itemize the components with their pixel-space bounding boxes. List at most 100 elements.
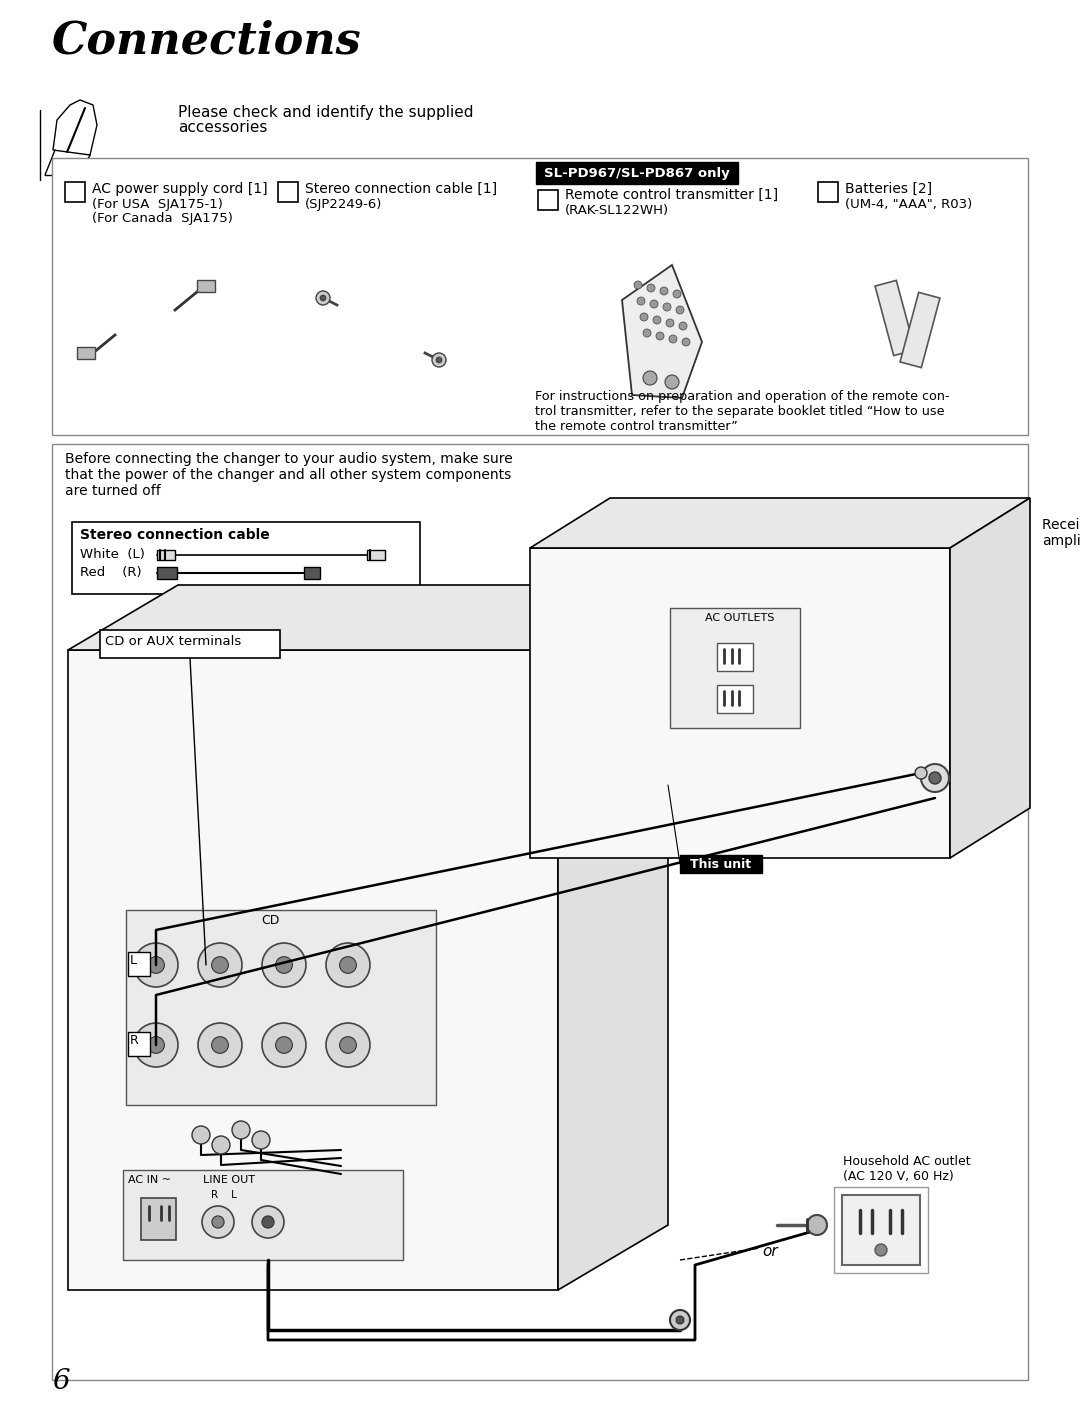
Bar [538, 190, 558, 210]
Text: Red    (R): Red (R) [80, 566, 141, 579]
Circle shape [198, 943, 242, 987]
Text: L: L [130, 955, 137, 967]
Bar [530, 548, 950, 857]
Text: AC OUTLETS: AC OUTLETS [705, 612, 774, 622]
Polygon shape [68, 584, 669, 650]
Circle shape [669, 335, 677, 344]
Circle shape [148, 1036, 164, 1053]
Text: or: or [762, 1245, 778, 1260]
Bar [129, 1032, 150, 1056]
Polygon shape [530, 498, 1030, 548]
Text: (For Canada  SJA175): (For Canada SJA175) [92, 213, 233, 225]
Circle shape [320, 296, 326, 301]
Text: CD: CD [261, 914, 280, 926]
Circle shape [212, 1036, 228, 1053]
Circle shape [212, 1217, 224, 1228]
Circle shape [929, 772, 941, 784]
Text: accessories: accessories [178, 120, 268, 135]
Bar [157, 551, 175, 560]
Circle shape [262, 1024, 306, 1067]
Circle shape [212, 956, 228, 973]
Circle shape [640, 313, 648, 321]
Text: R    L: R L [211, 1190, 237, 1200]
Circle shape [637, 297, 645, 306]
Text: White  (L): White (L) [80, 548, 145, 560]
Bar [367, 551, 384, 560]
Circle shape [673, 290, 681, 298]
Text: Receiver or
amplifier: Receiver or amplifier [1042, 518, 1080, 548]
Text: This unit: This unit [690, 857, 752, 870]
Polygon shape [900, 293, 940, 367]
Text: Remote control transmitter [1]: Remote control transmitter [1] [565, 189, 778, 201]
Text: Stereo connection cable [1]: Stereo connection cable [1] [305, 182, 497, 196]
Bar [68, 650, 558, 1290]
Text: SL-PD967/SL-PD867 only: SL-PD967/SL-PD867 only [544, 166, 730, 179]
Bar [670, 608, 800, 728]
Circle shape [681, 338, 690, 346]
Text: For instructions on preparation and operation of the remote con-
trol transmitte: For instructions on preparation and oper… [535, 390, 949, 434]
Circle shape [192, 1126, 210, 1143]
Bar [77, 346, 95, 359]
Bar [123, 1170, 403, 1260]
Circle shape [676, 306, 684, 314]
Circle shape [660, 287, 669, 296]
Text: Before connecting the changer to your audio system, make sure
that the power of : Before connecting the changer to your au… [65, 452, 513, 498]
Polygon shape [875, 280, 915, 356]
Circle shape [875, 1245, 887, 1256]
Polygon shape [53, 100, 97, 155]
Bar [680, 855, 762, 873]
Circle shape [915, 767, 927, 779]
Circle shape [202, 1207, 234, 1238]
Polygon shape [558, 584, 669, 1290]
Bar [52, 444, 1028, 1380]
Text: Connections: Connections [52, 20, 362, 63]
Circle shape [436, 358, 442, 363]
Circle shape [275, 1036, 293, 1053]
Circle shape [275, 956, 293, 973]
Bar [129, 952, 150, 976]
Text: Please check and identify the supplied: Please check and identify the supplied [178, 106, 473, 120]
Circle shape [326, 943, 370, 987]
Circle shape [666, 320, 674, 327]
Circle shape [656, 332, 664, 339]
Circle shape [643, 329, 651, 337]
Circle shape [634, 282, 642, 289]
Text: (RAK-SL122WH): (RAK-SL122WH) [565, 204, 670, 217]
Circle shape [807, 1215, 827, 1235]
Circle shape [262, 1217, 274, 1228]
Text: LINE OUT: LINE OUT [203, 1176, 255, 1186]
Circle shape [653, 315, 661, 324]
Bar [197, 280, 215, 291]
Text: R: R [130, 1033, 138, 1048]
Bar [72, 522, 420, 594]
Bar [818, 182, 838, 201]
Polygon shape [950, 498, 1030, 857]
Bar [100, 629, 280, 658]
Circle shape [339, 1036, 356, 1053]
Bar [52, 158, 1028, 435]
Circle shape [326, 1024, 370, 1067]
Circle shape [232, 1121, 249, 1139]
Text: AC power supply cord [1]: AC power supply cord [1] [92, 182, 268, 196]
Bar [717, 686, 753, 712]
Text: (For USA  SJA175-1): (For USA SJA175-1) [92, 199, 222, 211]
Bar [842, 1195, 920, 1264]
Circle shape [432, 353, 446, 367]
Circle shape [198, 1024, 242, 1067]
Circle shape [212, 1136, 230, 1155]
Circle shape [148, 956, 164, 973]
Circle shape [643, 370, 657, 384]
Circle shape [921, 765, 949, 791]
Circle shape [647, 284, 654, 291]
Text: Stereo connection cable: Stereo connection cable [80, 528, 270, 542]
Bar [303, 567, 320, 579]
Circle shape [134, 943, 178, 987]
Text: CD or AUX terminals: CD or AUX terminals [105, 635, 241, 648]
Circle shape [670, 1309, 690, 1331]
Circle shape [262, 943, 306, 987]
Bar [278, 182, 298, 201]
Bar [157, 567, 177, 579]
Bar [126, 910, 436, 1105]
Ellipse shape [880, 276, 889, 282]
Ellipse shape [927, 287, 934, 293]
